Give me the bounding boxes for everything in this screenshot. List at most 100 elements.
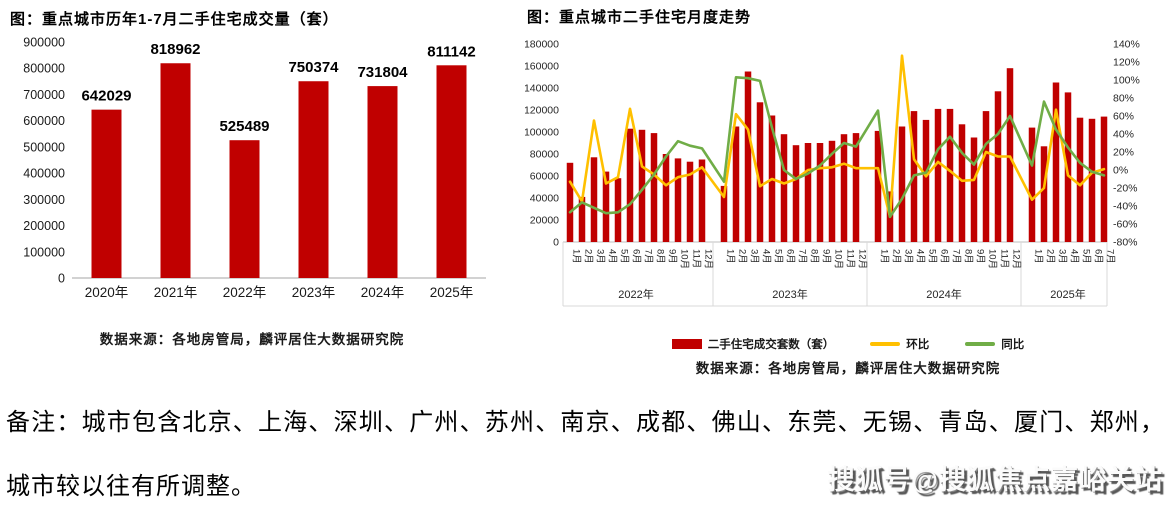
monthly-right-tick: 0% (1113, 165, 1128, 177)
month-label: 6月 (631, 249, 642, 264)
month-label: 1月 (725, 249, 736, 264)
monthly-bar (662, 154, 670, 242)
monthly-bar (732, 126, 740, 242)
annual-x-label: 2023年 (292, 285, 336, 300)
year-label: 2022年 (618, 287, 653, 301)
monthly-bar (946, 108, 954, 243)
legend-label-volume: 二手住宅成交套数（套） (707, 339, 835, 351)
monthly-bar (674, 158, 682, 242)
month-label: 5月 (773, 249, 784, 264)
monthly-bar (602, 171, 610, 242)
monthly-bar (828, 140, 836, 242)
monthly-right-tick: 100% (1113, 75, 1140, 87)
right-chart-source: 数据来源：各地房管局，麟评居住大数据研究院 (695, 361, 1001, 376)
annual-bar-label: 818962 (150, 41, 200, 58)
monthly-bar (1040, 146, 1048, 242)
month-label: 3月 (1057, 249, 1068, 264)
left-y-tick: 0 (58, 272, 65, 286)
monthly-left-tick: 60000 (530, 171, 559, 183)
legend: 二手住宅成交套数（套） 环比 同比 (525, 336, 1171, 352)
monthly-bar (934, 108, 942, 243)
month-label: 4月 (607, 249, 618, 264)
legend-label-mom: 环比 (906, 339, 930, 351)
month-label: 2月 (891, 249, 902, 264)
month-label: 11月 (999, 249, 1010, 268)
monthly-right-tick: -20% (1113, 183, 1138, 195)
month-label: 10月 (679, 249, 690, 269)
left-y-tick: 500000 (23, 140, 65, 154)
monthly-bar (982, 111, 990, 242)
annual-bar-label: 811142 (427, 43, 475, 60)
annual-bar-label: 642029 (81, 88, 131, 105)
monthly-left-tick: 140000 (525, 83, 559, 95)
month-label: 4月 (761, 249, 772, 264)
monthly-left-tick: 80000 (530, 149, 559, 161)
monthly-bar (698, 159, 706, 242)
left-y-tick: 100000 (23, 245, 65, 259)
month-label: 11月 (845, 249, 856, 268)
monthly-bar (614, 178, 622, 242)
left-y-tick: 300000 (23, 193, 65, 207)
mom-line-swatch (870, 342, 901, 346)
month-label: 9月 (975, 249, 986, 264)
month-label: 9月 (667, 249, 678, 264)
monthly-bar (816, 143, 824, 242)
month-label: 5月 (1081, 249, 1092, 264)
month-label: 5月 (927, 249, 938, 264)
month-label: 8月 (809, 249, 820, 264)
left-y-tick: 700000 (23, 88, 65, 102)
monthly-right-tick: 40% (1113, 129, 1134, 141)
monthly-bar (898, 126, 906, 242)
monthly-bar (686, 161, 694, 242)
left-chart-title: 图：重点城市历年1-7月二手住宅成交量（套） (10, 11, 339, 28)
month-label: 7月 (797, 249, 808, 264)
month-label: 3月 (903, 249, 914, 264)
monthly-bar (1088, 118, 1096, 242)
monthly-bar (994, 91, 1002, 242)
monthly-bar (590, 157, 598, 242)
legend-item-mom: 环比 (870, 336, 929, 352)
month-label: 11月 (691, 249, 702, 268)
annual-bar-label: 750374 (288, 59, 339, 76)
annual-x-label: 2020年 (85, 285, 129, 300)
monthly-combo-chart: 0 20000 40000 60000 80000 100000 120000 140000 1… (525, 39, 1140, 307)
monthly-left-tick: 20000 (530, 215, 559, 227)
month-label: 12月 (703, 249, 714, 269)
yoy-line (568, 75, 1106, 219)
month-label: 9月 (821, 249, 832, 264)
month-label: 8月 (655, 249, 666, 264)
month-label: 12月 (857, 249, 868, 269)
monthly-bar (566, 162, 574, 242)
monthly-right-tick: -60% (1113, 219, 1138, 231)
monthly-left-tick: 180000 (525, 39, 559, 51)
annual-bar (367, 86, 398, 278)
monthly-bar (720, 185, 728, 242)
left-y-tick: 400000 (23, 167, 65, 181)
monthly-bar (840, 134, 848, 242)
legend-label-yoy: 同比 (1001, 339, 1025, 351)
month-label: 7月 (643, 249, 654, 264)
monthly-bar (970, 137, 978, 242)
annual-bar-label: 731804 (357, 64, 408, 81)
monthly-bar (958, 124, 966, 242)
monthly-right-tick: -80% (1113, 237, 1138, 249)
yoy-line-swatch (965, 342, 996, 346)
monthly-left-tick: 120000 (525, 105, 559, 117)
monthly-bar (638, 129, 646, 242)
month-label: 5月 (619, 249, 630, 264)
monthly-bar (804, 143, 812, 242)
month-label: 4月 (915, 249, 926, 264)
month-label: 6月 (939, 249, 950, 264)
watermark: 搜狐号@搜狐焦点嘉峪关站 (827, 465, 1163, 495)
annual-bar-label: 525489 (219, 118, 269, 135)
year-label: 2023年 (772, 287, 807, 301)
month-label: 8月 (963, 249, 974, 264)
annual-x-label: 2022年 (223, 285, 267, 300)
monthly-bar (756, 102, 764, 242)
monthly-right-tick: 140% (1113, 39, 1140, 51)
monthly-right-tick: 20% (1113, 147, 1134, 159)
annual-x-label: 2021年 (154, 285, 198, 300)
monthly-bar (744, 71, 752, 242)
monthly-bar (792, 145, 800, 242)
